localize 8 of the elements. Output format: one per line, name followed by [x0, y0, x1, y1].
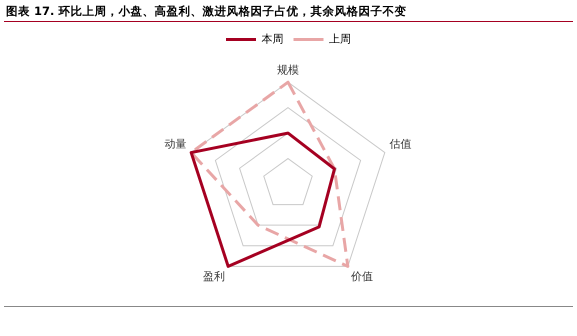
spoke-label: 价值	[350, 270, 373, 283]
spoke-label: 规模	[277, 63, 299, 76]
chart-title: 图表 17. 环比上周，小盘、高盈利、激进风格因子占优，其余风格因子不变	[6, 4, 406, 19]
spoke-label: 估值	[390, 137, 412, 150]
legend-label: 本周	[262, 32, 284, 46]
spoke-label: 动量	[164, 137, 186, 150]
legend-label: 上周	[329, 32, 351, 46]
spoke-label: 盈利	[203, 270, 226, 283]
